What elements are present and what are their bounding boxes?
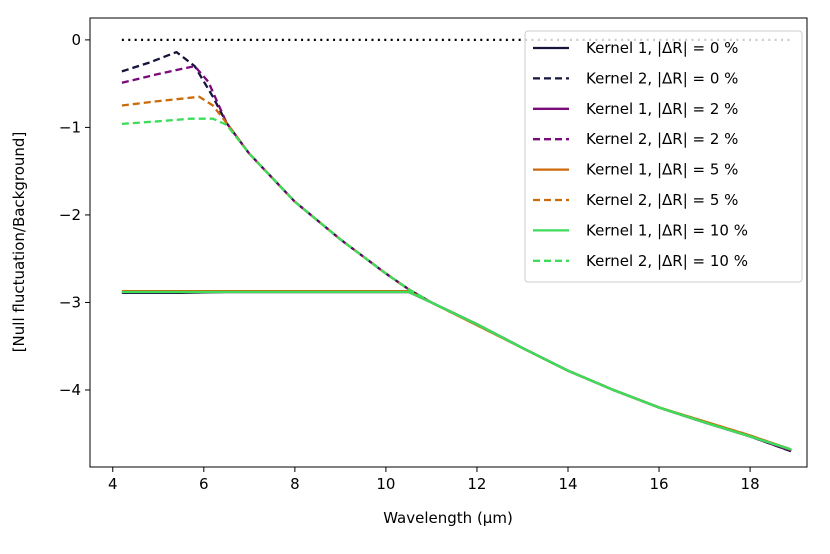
y-tick-label: −1 (59, 118, 81, 136)
legend-label-1: Kernel 1, |ΔR| = 0 % (586, 39, 738, 57)
x-tick-label: 4 (108, 475, 118, 493)
series-layer (121, 50, 792, 453)
x-axis-label: Wavelength (μm) (383, 509, 513, 527)
y-tick-label: −4 (59, 381, 81, 399)
legend-label-8: Kernel 2, |ΔR| = 10 % (586, 252, 748, 270)
legend-label-2: Kernel 2, |ΔR| = 0 % (586, 69, 738, 87)
legend-label-5: Kernel 1, |ΔR| = 5 % (586, 161, 738, 179)
y-axis-ticks: 0 −1 −2 −3 −4 (59, 31, 90, 399)
x-tick-label: 8 (290, 475, 300, 493)
legend: Kernel 1, |ΔR| = 0 % Kernel 2, |ΔR| = 0 %… (524, 30, 803, 283)
y-tick-label: 0 (71, 31, 81, 49)
legend-label-3: Kernel 1, |ΔR| = 2 % (586, 100, 738, 118)
x-tick-label: 12 (467, 475, 486, 493)
y-tick-label: −2 (59, 206, 81, 224)
legend-label-7: Kernel 1, |ΔR| = 10 % (586, 221, 748, 239)
x-tick-label: 10 (376, 475, 395, 493)
legend-label-6: Kernel 2, |ΔR| = 5 % (586, 191, 738, 209)
plot-frame (89, 17, 808, 468)
x-tick-label: 16 (650, 475, 669, 493)
x-tick-label: 6 (199, 475, 209, 493)
y-axis-label: [Null fluctuation/Background] (10, 132, 28, 353)
series-line-8 (121, 117, 792, 451)
legend-label-4: Kernel 2, |ΔR| = 2 % (586, 130, 738, 148)
x-tick-label: 14 (558, 475, 577, 493)
y-tick-label: −3 (59, 293, 81, 311)
x-tick-label: 18 (741, 475, 760, 493)
legend-frame (524, 30, 803, 283)
x-axis-ticks: 4 6 8 10 12 14 16 18 (108, 467, 760, 493)
